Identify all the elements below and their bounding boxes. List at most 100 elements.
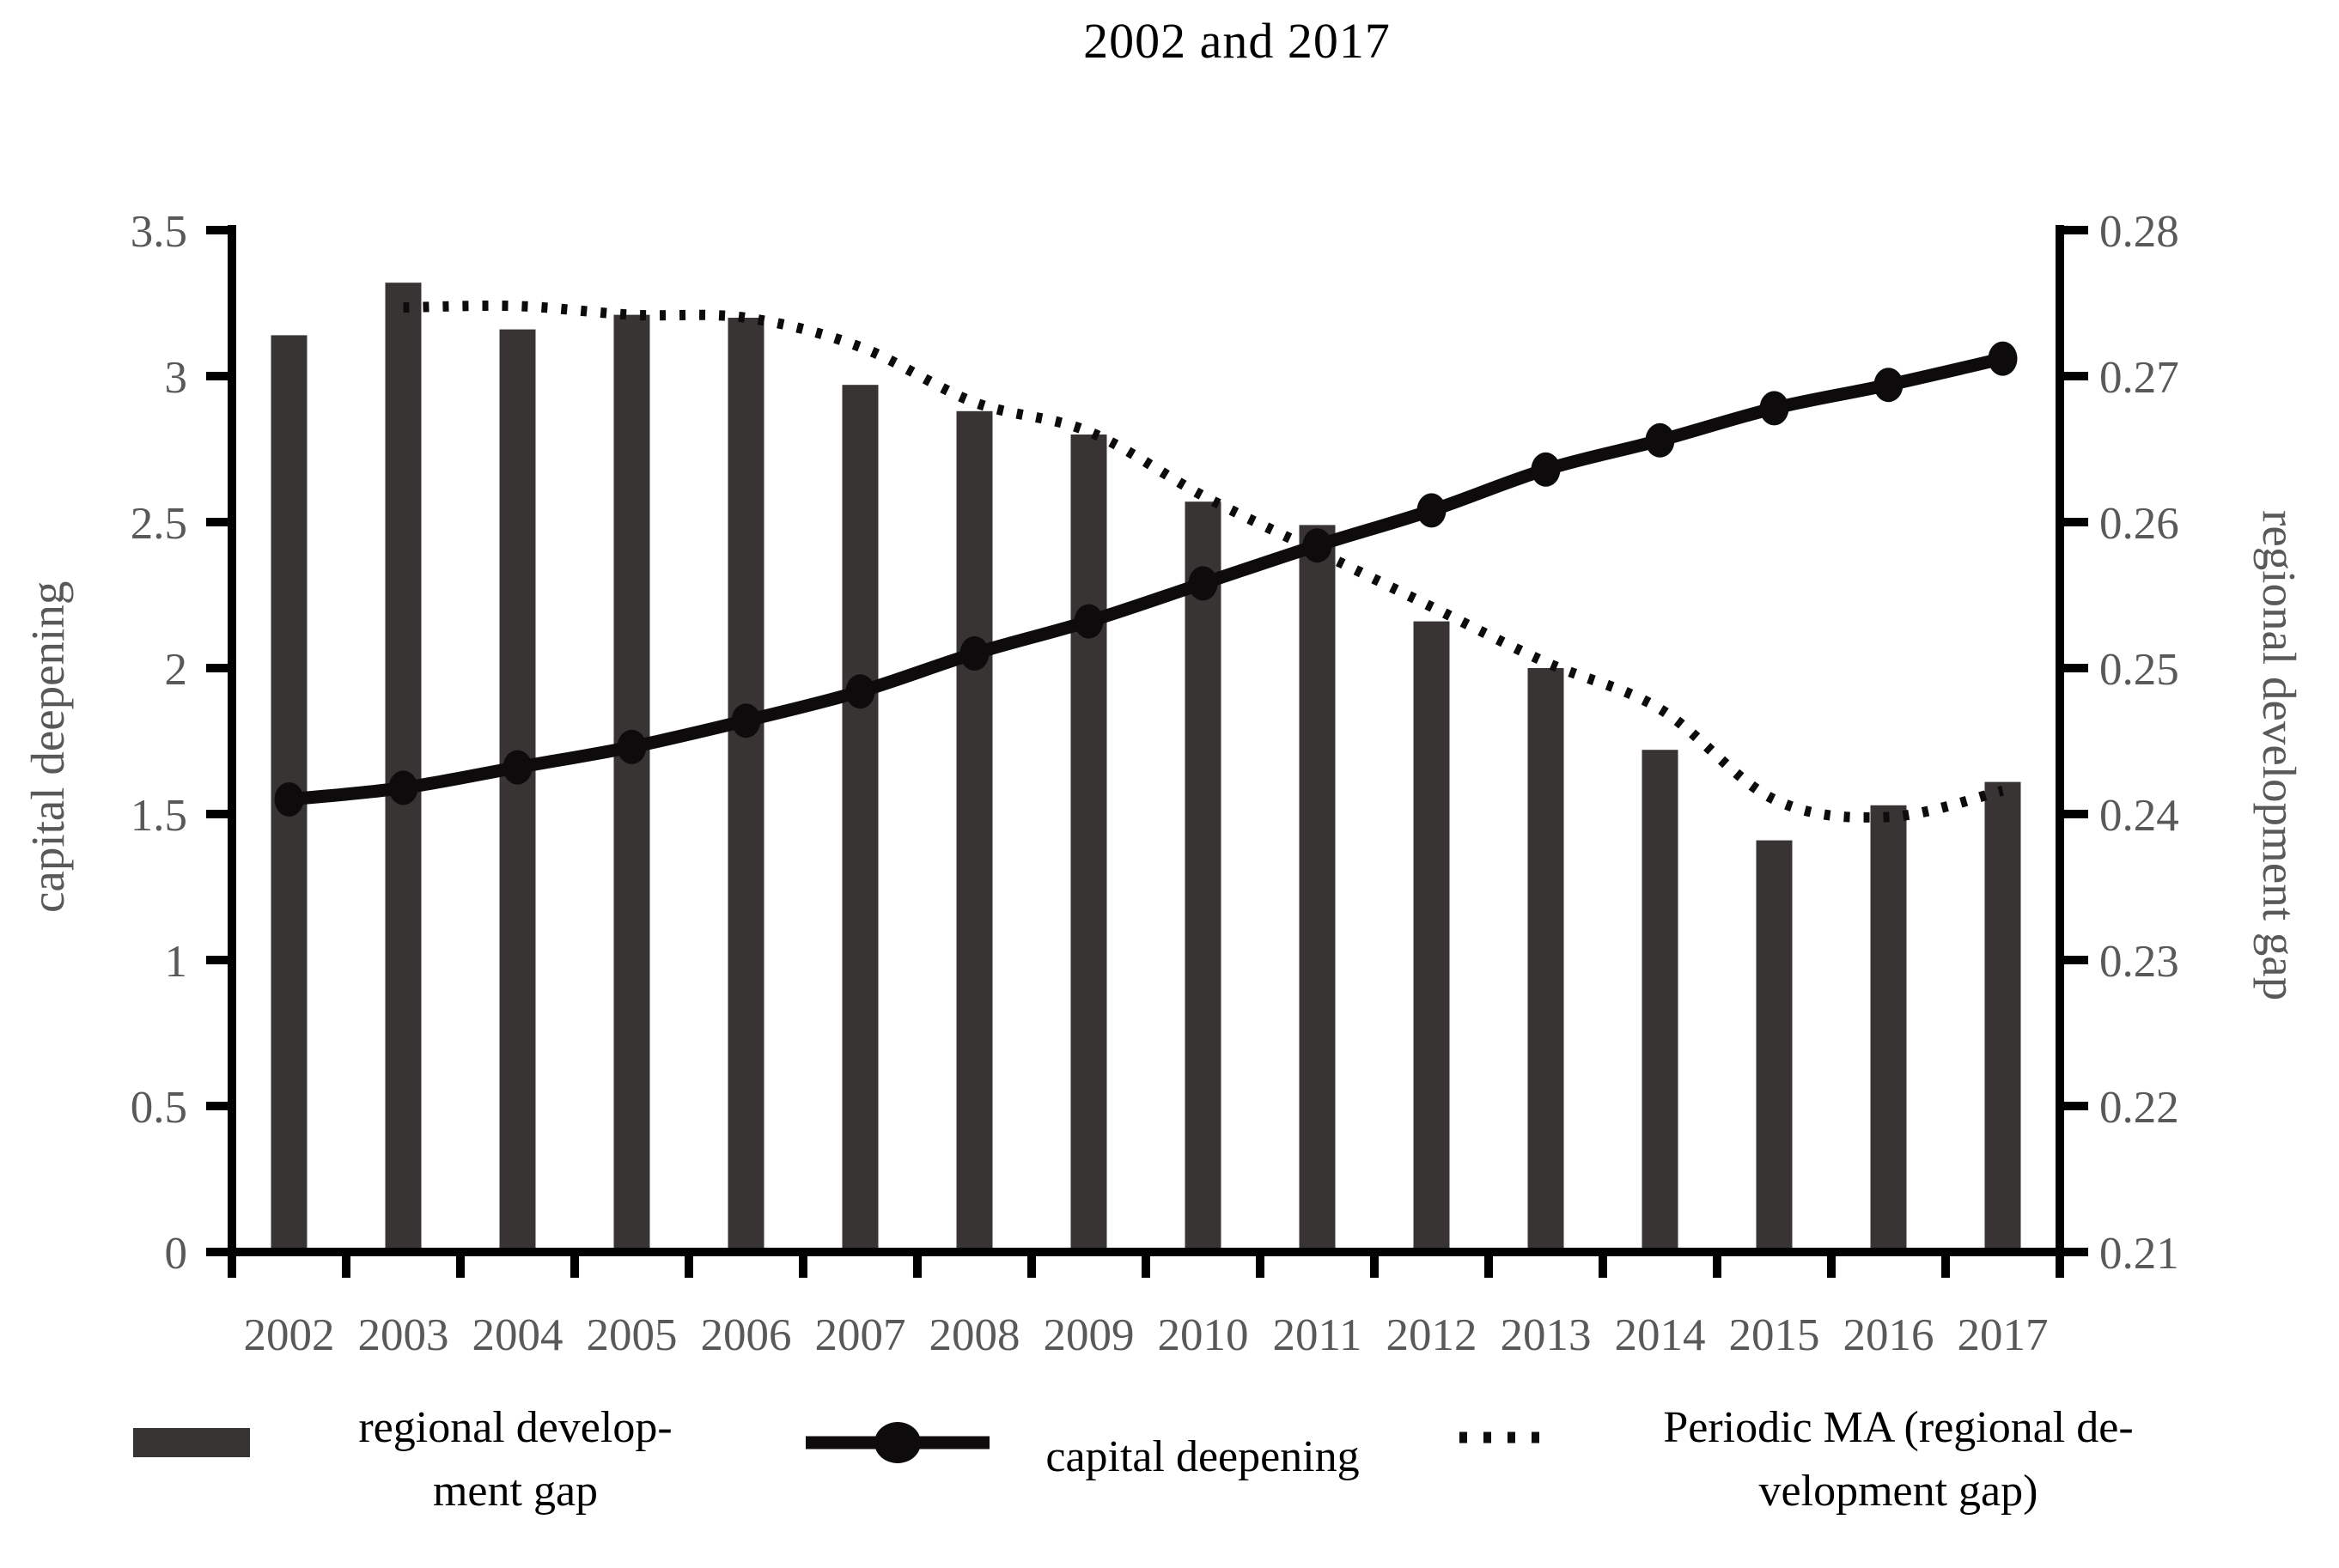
bar-2014: [1642, 750, 1678, 1252]
left-tick: [206, 1248, 232, 1256]
right-tick-label: 0.21: [2099, 1229, 2179, 1279]
bar-2008: [956, 410, 993, 1252]
x-label-2017: 2017: [1958, 1310, 2049, 1360]
bar-2009: [1070, 435, 1107, 1252]
left-tick: [206, 372, 232, 380]
left-tick-label: 0.5: [131, 1083, 187, 1133]
line-marker-2003: [388, 770, 418, 805]
right-tick: [2064, 810, 2088, 818]
x-label-2008: 2008: [929, 1310, 1020, 1360]
x-label-2013: 2013: [1501, 1310, 1592, 1360]
line-marker-2016: [1873, 368, 1903, 403]
x-label-2016: 2016: [1843, 1310, 1934, 1360]
bar-2006: [728, 318, 764, 1252]
x-tick: [2056, 1252, 2064, 1278]
x-tick: [685, 1252, 693, 1278]
x-label-2010: 2010: [1158, 1310, 1249, 1360]
line-marker-2010: [1188, 566, 1218, 601]
line-marker-2009: [1074, 604, 1104, 639]
x-tick: [228, 1252, 236, 1278]
right-tick: [2064, 372, 2088, 380]
x-tick: [913, 1252, 922, 1278]
line-marker-2002: [274, 782, 304, 817]
line-marker-2008: [959, 636, 990, 671]
chart-title: 2002 and 2017: [1083, 13, 1391, 69]
x-label-2002: 2002: [244, 1310, 335, 1360]
bar-2010: [1185, 501, 1221, 1252]
left-tick-label: 3.5: [131, 207, 187, 257]
bar-2011: [1299, 525, 1336, 1252]
x-label-2009: 2009: [1044, 1310, 1135, 1360]
bar-2012: [1413, 621, 1450, 1252]
right-tick-label: 0.23: [2099, 937, 2179, 987]
x-label-2004: 2004: [472, 1310, 563, 1360]
x-tick: [1827, 1252, 1836, 1278]
right-tick-label: 0.25: [2099, 645, 2179, 695]
left-tick: [206, 810, 232, 818]
line-marker-2005: [617, 729, 647, 764]
bar-2005: [613, 314, 650, 1253]
right-tick-label: 0.22: [2099, 1083, 2179, 1133]
bar-2015: [1756, 840, 1793, 1252]
left-tick-label: 3: [165, 353, 188, 403]
x-tick: [1713, 1252, 1721, 1278]
left-tick: [206, 956, 232, 964]
line-marker-2006: [731, 703, 761, 738]
left-tick: [206, 518, 232, 526]
bar-2003: [385, 283, 422, 1253]
x-axis-line: [213, 1248, 2067, 1256]
line-marker-2017: [1988, 341, 2018, 376]
capital-deepening-line: [288, 352, 2005, 806]
left-tick-label: 1.5: [131, 791, 187, 841]
x-tick: [570, 1252, 579, 1278]
line-marker-2014: [1645, 422, 1675, 458]
x-tick: [1599, 1252, 1607, 1278]
x-label-2006: 2006: [701, 1310, 792, 1360]
right-tick: [2064, 226, 2088, 234]
x-tick: [1941, 1252, 1950, 1278]
right-tick-label: 0.27: [2099, 353, 2179, 403]
right-tick: [2064, 664, 2088, 672]
x-tick: [1027, 1252, 1036, 1278]
x-tick: [342, 1252, 350, 1278]
x-tick: [799, 1252, 807, 1278]
x-tick: [1256, 1252, 1264, 1278]
x-label-2014: 2014: [1615, 1310, 1706, 1360]
right-tick-label: 0.28: [2099, 207, 2179, 257]
x-tick: [1370, 1252, 1379, 1278]
left-tick: [206, 1102, 232, 1110]
right-axis-line: [2056, 225, 2064, 1276]
dotted-line-swatch: [1459, 1431, 1549, 1443]
line-marker-2012: [1416, 493, 1447, 528]
bar-2016: [1870, 805, 1907, 1252]
left-tick-label: 0: [165, 1229, 188, 1279]
left-tick-label: 1: [165, 937, 188, 987]
line-marker-2011: [1302, 528, 1332, 563]
bar-2013: [1527, 668, 1564, 1252]
line-marker-2007: [845, 674, 875, 709]
line-marker-2013: [1531, 452, 1561, 487]
line-marker-2004: [503, 750, 533, 785]
right-tick: [2064, 1102, 2088, 1110]
left-tick-label: 2: [165, 645, 188, 695]
bar-2017: [1984, 781, 2021, 1252]
x-label-2005: 2005: [587, 1310, 678, 1360]
legend-item-periodic-ma: Periodic MA (regional de- velopment gap): [1663, 1403, 2134, 1516]
x-label-2012: 2012: [1386, 1310, 1477, 1360]
right-tick-label: 0.24: [2099, 791, 2179, 841]
x-label-2003: 2003: [358, 1310, 449, 1360]
x-label-2007: 2007: [815, 1310, 906, 1360]
left-tick: [206, 664, 232, 672]
bar-2007: [842, 385, 879, 1252]
left-tick: [206, 226, 232, 234]
right-tick: [2064, 956, 2088, 964]
x-label-2011: 2011: [1272, 1310, 1361, 1360]
bar-2004: [499, 329, 536, 1253]
x-tick: [456, 1252, 465, 1278]
bar-swatch: [133, 1428, 250, 1457]
line-marker-swatch: [806, 1422, 990, 1463]
x-tick: [1484, 1252, 1493, 1278]
legend-item-capital-deepening: capital deepening: [1045, 1432, 1360, 1481]
